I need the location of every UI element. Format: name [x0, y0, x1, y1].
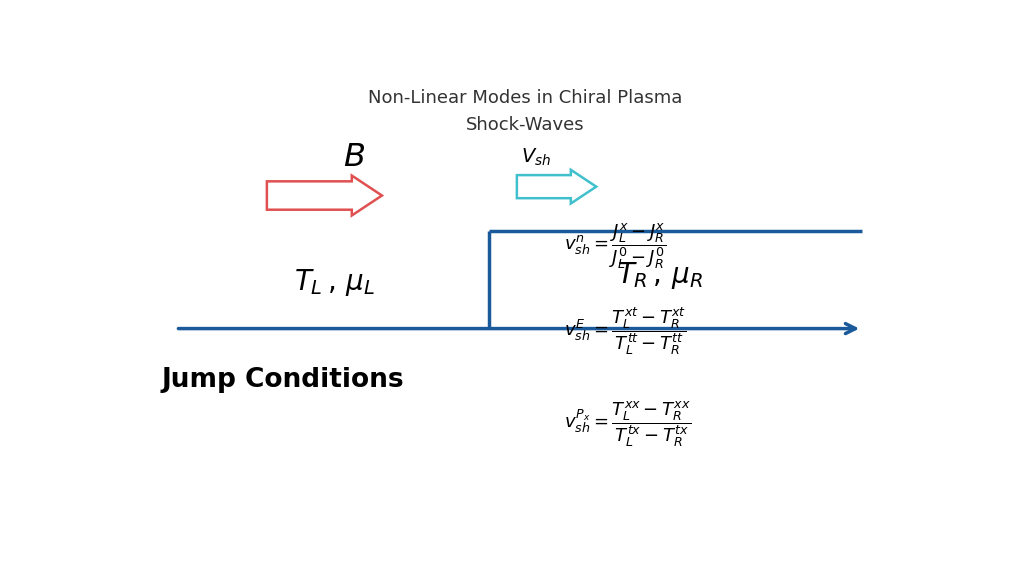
Text: $\mathit{B}$: $\mathit{B}$ — [343, 142, 366, 173]
Text: $T_L\,,\,\mu_L$: $T_L\,,\,\mu_L$ — [294, 267, 375, 298]
Text: Shock-Waves: Shock-Waves — [466, 116, 584, 134]
Text: Jump Conditions: Jump Conditions — [162, 366, 404, 393]
Text: Non-Linear Modes in Chiral Plasma: Non-Linear Modes in Chiral Plasma — [368, 89, 682, 107]
Text: $v_{sh}^{P_x} = \dfrac{T_L^{xx} - T_R^{xx}}{T_L^{tx} - T_R^{tx}}$: $v_{sh}^{P_x} = \dfrac{T_L^{xx} - T_R^{x… — [564, 399, 691, 449]
Text: $T_R\,,\,\mu_R$: $T_R\,,\,\mu_R$ — [616, 260, 702, 291]
FancyArrow shape — [267, 176, 382, 215]
Text: $v_{sh}^{E} = \dfrac{T_L^{xt} - T_R^{xt}}{T_L^{tt} - T_R^{tt}}$: $v_{sh}^{E} = \dfrac{T_L^{xt} - T_R^{xt}… — [564, 305, 687, 357]
Text: $v_{sh}^{n} = \dfrac{J_L^x - J_R^x}{J_L^0 - J_R^0}$: $v_{sh}^{n} = \dfrac{J_L^x - J_R^x}{J_L^… — [564, 222, 667, 271]
Text: $V_{sh}$: $V_{sh}$ — [521, 147, 551, 168]
FancyArrow shape — [517, 170, 596, 203]
